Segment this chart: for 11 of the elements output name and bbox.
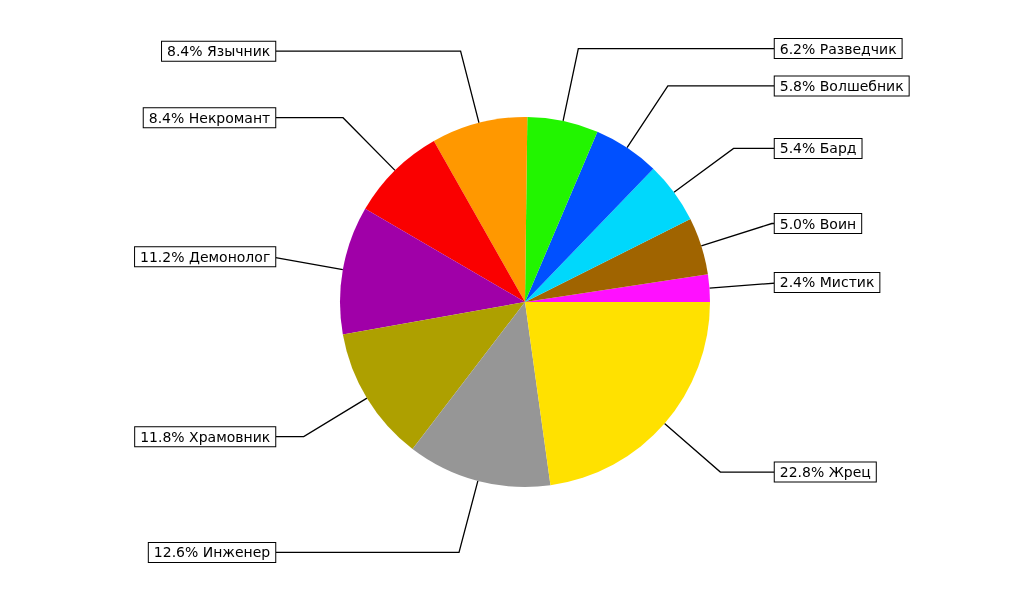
slice-label: 22.8% Жрец (779, 464, 871, 481)
slice-label: 5.8% Волшебник (779, 77, 904, 94)
slice-label: 12.6% Инженер (153, 544, 271, 561)
slice-label: 5.4% Бард (779, 140, 857, 157)
slice-label: 11.8% Храмовник (140, 428, 271, 445)
slice-label: 2.4% Мистик (779, 274, 875, 291)
slice-label: 8.4% Язычник (167, 43, 271, 60)
slice-label: 11.2% Демонолог (140, 248, 271, 265)
slice-label: 8.4% Некромант (148, 109, 271, 126)
slice-label: 5.0% Воин (779, 215, 857, 232)
slice-label: 6.2% Разведчик (779, 40, 897, 57)
